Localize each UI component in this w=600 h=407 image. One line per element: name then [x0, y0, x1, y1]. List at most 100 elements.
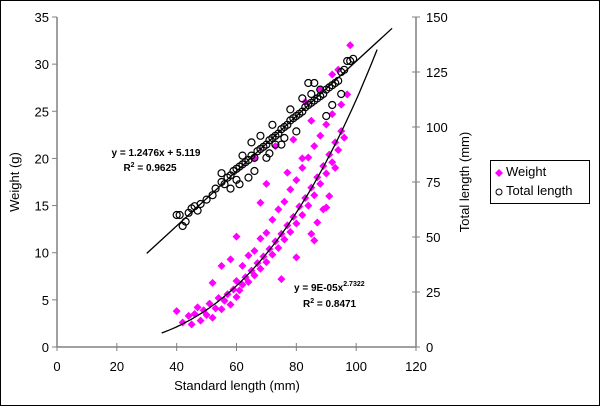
weight-point: [298, 154, 307, 163]
power-r2-sup: 2: [310, 298, 314, 305]
weight-point: [232, 293, 241, 302]
weight-point: [292, 219, 301, 228]
weight-point: [220, 296, 229, 305]
power-r2: R2 = 0.8471: [303, 298, 357, 310]
weight-point: [310, 191, 319, 200]
power-r2-label: R: [303, 299, 311, 310]
total-length-point: [322, 111, 331, 121]
weight-point: [262, 179, 271, 188]
weight-point: [292, 253, 301, 262]
weight-point: [298, 211, 307, 219]
total-length-point: [337, 89, 346, 99]
y-axis-title: Weight (g): [7, 152, 22, 212]
weight-point: [226, 255, 235, 264]
total-length-series: [172, 54, 358, 231]
y2-tick-label: 125: [426, 65, 448, 80]
weight-point: [310, 236, 319, 245]
total-length-point: [208, 191, 217, 200]
total-length-point: [328, 100, 337, 110]
weight-point: [289, 135, 298, 144]
power-equation: y = 9E-05x2.7322: [294, 281, 365, 294]
linear-r2: R2 = 0.9625: [123, 162, 177, 174]
weight-point: [328, 158, 337, 167]
total-length-point: [172, 210, 181, 220]
weight-point: [172, 307, 181, 316]
power-equation-base: y = 9E-05x: [294, 283, 344, 294]
y2-tick-label: 50: [426, 230, 440, 245]
total-length-point: [196, 199, 205, 209]
weight-point: [316, 131, 325, 140]
weight-point: [322, 169, 331, 178]
weight-point: [325, 192, 334, 201]
y-tick-label: 15: [35, 199, 49, 214]
total-length-point: [286, 105, 295, 114]
weight-point: [274, 205, 283, 214]
weight-point: [268, 215, 277, 224]
weight-point: [286, 185, 295, 194]
weight-point: [262, 258, 271, 267]
weight-point: [250, 246, 259, 255]
total-length-point: [247, 138, 256, 147]
total-length-point: [268, 120, 277, 129]
x-tick-label: 20: [110, 359, 124, 374]
linear-trendline: [146, 27, 393, 254]
axes: 0 20 40 60 80 100 120 0 5 10 15 20 25 30 35 0 25 50 75 100 1…: [35, 10, 448, 374]
circle-marker-icon: [495, 188, 503, 196]
legend-label-total-length: Total length: [506, 183, 573, 198]
total-length-point: [271, 140, 280, 149]
total-length-point: [244, 173, 253, 182]
total-length-point: [307, 89, 316, 99]
y-tick-label: 5: [42, 293, 49, 308]
weight-point: [196, 316, 205, 325]
total-length-point: [235, 180, 244, 189]
diamond-marker-icon: [495, 168, 503, 177]
weight-point: [193, 303, 202, 312]
legend: Weight Total length: [490, 160, 590, 204]
y2-tick-label: 0: [426, 340, 433, 355]
power-equation-exponent: 2.7322: [343, 281, 365, 288]
total-length-point: [211, 184, 220, 193]
weight-point: [244, 251, 253, 260]
weight-point: [307, 229, 316, 238]
total-length-point: [202, 195, 211, 204]
linear-r2-sup: 2: [131, 162, 135, 169]
linear-r2-value: = 0.9625: [135, 163, 177, 174]
weight-point: [286, 227, 295, 236]
weight-point: [322, 203, 331, 212]
y2-tick-label: 100: [426, 120, 448, 135]
weight-point: [304, 153, 313, 162]
weight-point: [217, 305, 226, 314]
weight-point: [274, 244, 283, 252]
y-tick-label: 35: [35, 10, 49, 25]
total-length-point: [226, 184, 235, 193]
y-tick-label: 30: [35, 57, 49, 72]
weight-point: [268, 250, 277, 259]
power-r2-value: = 0.8471: [314, 299, 356, 310]
weight-point: [184, 311, 193, 320]
total-length-point: [280, 133, 289, 143]
x-axis-title: Standard length (mm): [174, 378, 300, 393]
weight-point: [256, 264, 265, 273]
weight-point: [208, 313, 217, 322]
weight-point: [334, 145, 343, 154]
weight-point: [310, 142, 319, 151]
weight-point: [331, 163, 340, 172]
weight-point: [307, 116, 316, 125]
y2-tick-label: 150: [426, 10, 448, 25]
x-tick-label: 60: [229, 359, 243, 374]
power-trendline: [161, 49, 378, 334]
y-tick-label: 0: [42, 340, 49, 355]
weight-point: [244, 277, 253, 286]
weight-point: [346, 41, 355, 50]
weight-point: [340, 133, 349, 142]
legend-item-total-length: Total length: [495, 182, 573, 200]
legend-label-weight: Weight: [506, 164, 547, 179]
weight-point: [232, 232, 241, 241]
y2-tick-label: 75: [426, 175, 440, 190]
total-length-point: [298, 94, 307, 103]
weight-point: [283, 168, 292, 177]
total-length-point: [256, 131, 265, 140]
total-length-point: [292, 127, 301, 136]
weight-point: [226, 300, 235, 309]
